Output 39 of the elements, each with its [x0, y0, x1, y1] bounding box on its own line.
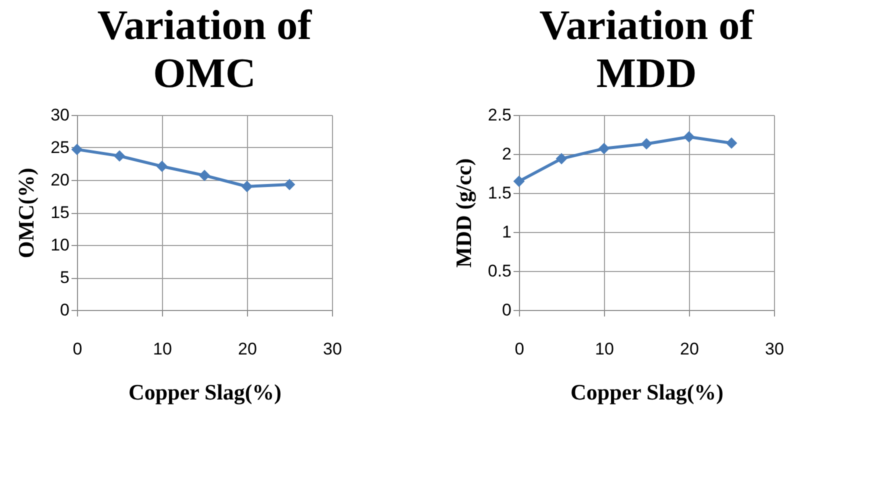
y-tick-label: 15: [50, 203, 70, 222]
point: [598, 142, 610, 154]
x-tick-label: 30: [323, 340, 342, 358]
x-tick-label: 10: [595, 340, 614, 358]
x-tick-label: 10: [153, 340, 172, 358]
y-tick-label: 10: [50, 236, 70, 254]
y-tick-label: 1.5: [488, 184, 512, 202]
point: [114, 150, 126, 162]
point: [513, 176, 525, 187]
point: [198, 170, 210, 182]
point: [640, 138, 652, 150]
point: [284, 178, 296, 190]
point: [156, 160, 168, 172]
y-axis-title: MDD (g/cc): [450, 158, 476, 268]
x-tick-label: 0: [514, 340, 524, 358]
chart-title: Variation of MDD: [539, 3, 755, 97]
y-tick-label: 30: [50, 106, 70, 124]
point: [241, 180, 253, 192]
y-tick-label: 2.5: [488, 106, 512, 124]
x-axis-title: Copper Slag(%): [128, 380, 282, 404]
y-tick-label: 2: [502, 144, 512, 164]
x-axis-title: Copper Slag(%): [570, 380, 724, 404]
point: [726, 137, 738, 149]
point: [683, 131, 695, 143]
y-tick-label: 20: [50, 170, 70, 190]
x-tick-label: 0: [72, 340, 82, 358]
y-tick-label: 1: [502, 222, 512, 242]
y-axis-title: OMC(%): [14, 168, 39, 258]
y-tick-label: 0.5: [488, 262, 512, 280]
point: [556, 152, 568, 164]
y-tick-label: 0: [502, 300, 512, 320]
x-tick-label: 20: [238, 340, 257, 358]
point: [71, 144, 83, 156]
y-tick-label: 25: [50, 138, 70, 157]
chart-title: Variation of OMC: [97, 3, 313, 97]
x-tick-label: 20: [680, 340, 699, 358]
y-tick-label: 0: [60, 300, 70, 320]
y-tick-label: 5: [60, 268, 70, 287]
x-tick-label: 30: [765, 340, 784, 358]
